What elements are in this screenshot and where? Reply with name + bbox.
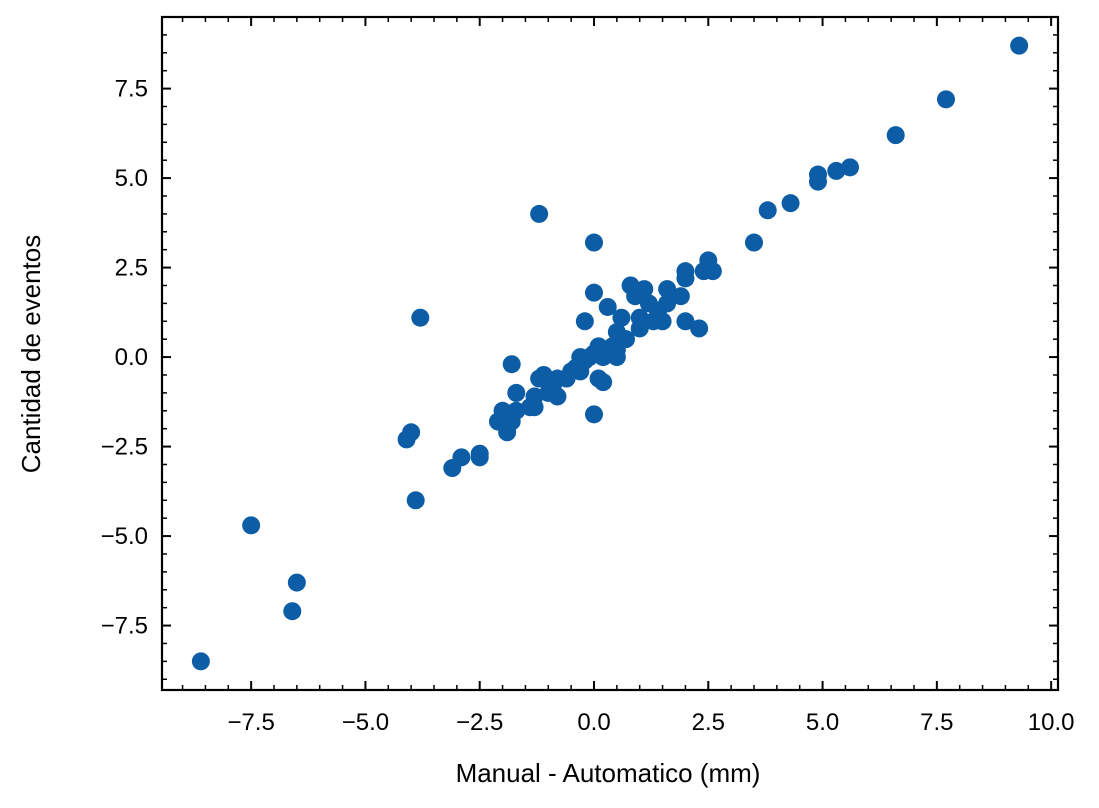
data-point <box>758 201 777 220</box>
data-point <box>406 491 425 510</box>
data-point <box>745 233 763 252</box>
data-point <box>287 573 306 592</box>
y-tick-label: 5.0 <box>115 165 148 192</box>
data-point <box>530 204 549 223</box>
x-tick-label: 0.0 <box>577 709 610 736</box>
data-point <box>191 652 210 671</box>
data-point <box>690 319 709 338</box>
data-point <box>886 126 905 145</box>
y-tick-labels: −7.5 −5.0 −2.5 0.0 2.5 5.0 7.5 <box>101 76 148 640</box>
plot-frame <box>160 15 1060 692</box>
x-tick-label: 10.0 <box>1028 709 1075 736</box>
data-point <box>283 602 302 621</box>
x-tick-label: −5.0 <box>342 709 389 736</box>
data-point <box>676 262 695 281</box>
data-point <box>470 448 489 467</box>
y-tick-label: 7.5 <box>115 76 148 103</box>
data-point <box>585 283 603 302</box>
data-point <box>841 158 859 177</box>
data-point <box>575 312 594 331</box>
data-point <box>653 312 672 331</box>
data-point <box>411 308 430 327</box>
data-point <box>630 308 649 327</box>
data-point <box>1010 36 1029 55</box>
data-point <box>548 387 567 406</box>
data-point <box>585 233 603 252</box>
data-point <box>598 297 617 316</box>
data-point <box>612 308 631 327</box>
data-point <box>507 383 526 402</box>
data-point <box>452 448 471 467</box>
data-point <box>781 194 800 213</box>
data-point <box>671 287 690 306</box>
data-point <box>402 423 421 442</box>
data-point <box>507 401 526 420</box>
y-tick-label: −7.5 <box>101 613 148 640</box>
y-tick-label: −5.0 <box>101 523 148 550</box>
data-point <box>937 90 955 109</box>
data-point <box>809 165 827 184</box>
y-tick-label: 0.0 <box>115 344 148 371</box>
data-point <box>242 516 261 535</box>
x-axis-label: Manual - Automatico (mm) <box>456 758 761 788</box>
data-point <box>617 330 635 349</box>
x-tick-label: −7.5 <box>227 709 274 736</box>
x-tick-label: −2.5 <box>456 709 503 736</box>
data-point <box>525 387 544 406</box>
data-point <box>585 405 603 424</box>
x-tick-label: 2.5 <box>692 709 725 736</box>
data-point <box>676 312 695 331</box>
y-tick-label: 2.5 <box>115 255 148 282</box>
data-points <box>191 36 1029 671</box>
x-tick-label: 7.5 <box>920 709 953 736</box>
y-tick-label: −2.5 <box>101 434 148 461</box>
data-point <box>703 262 722 281</box>
x-tick-labels: −7.5 −5.0 −2.5 0.0 2.5 5.0 7.5 10.0 <box>227 709 1074 736</box>
data-point <box>502 355 521 374</box>
data-point <box>594 373 613 392</box>
y-axis-label: Cantidad de eventos <box>16 235 46 474</box>
data-point <box>635 280 654 299</box>
x-tick-label: 5.0 <box>806 709 839 736</box>
data-point <box>827 161 846 180</box>
